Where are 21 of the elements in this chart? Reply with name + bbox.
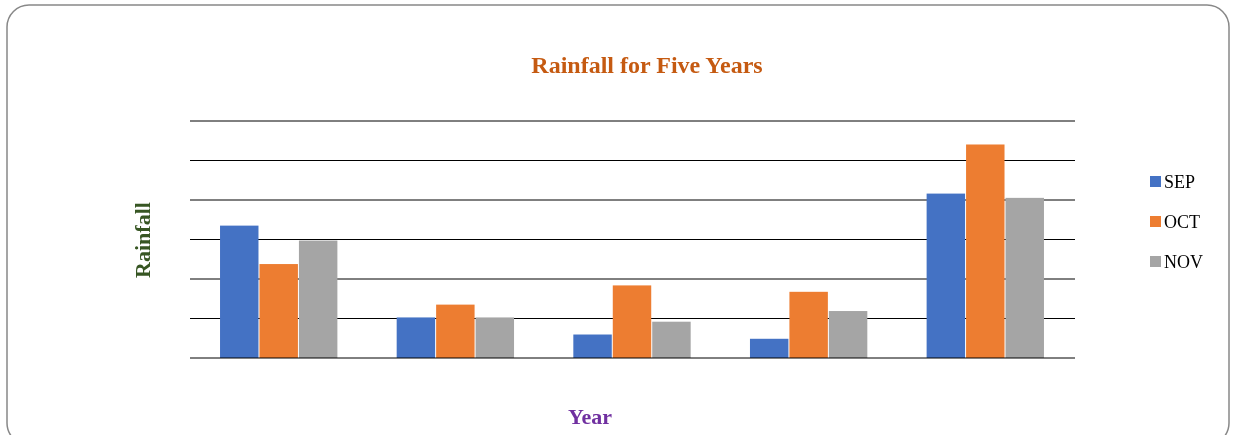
bar <box>573 334 612 358</box>
bar <box>966 144 1005 358</box>
legend-label: OCT <box>1164 212 1200 232</box>
x-axis-title: Year <box>568 404 613 429</box>
bar <box>926 193 966 358</box>
bar <box>789 291 828 358</box>
chart-title: Rainfall for Five Years <box>531 52 763 78</box>
bar <box>259 264 298 358</box>
bar <box>298 240 338 358</box>
bar <box>652 321 691 358</box>
bar <box>1005 197 1044 358</box>
legend-label: NOV <box>1164 252 1203 272</box>
bar <box>475 317 515 358</box>
bar <box>749 338 789 358</box>
bar <box>828 311 868 358</box>
bar <box>396 317 436 358</box>
legend-label: SEP <box>1164 172 1196 192</box>
bar <box>220 225 259 358</box>
y-axis-title: Rainfall <box>130 202 155 278</box>
bar <box>436 304 475 358</box>
bar <box>612 285 652 358</box>
